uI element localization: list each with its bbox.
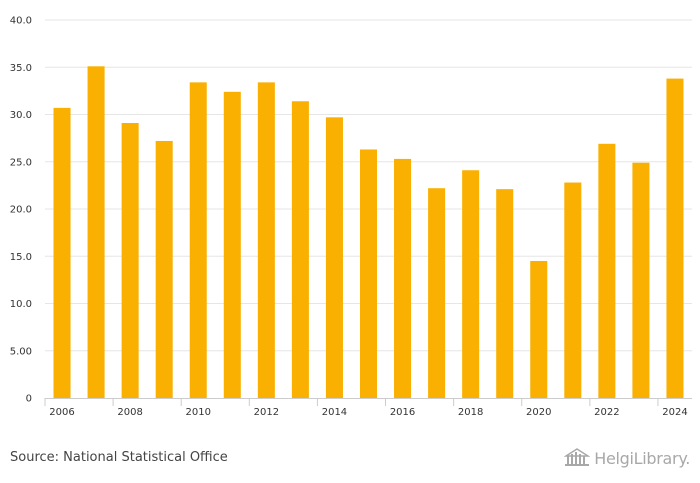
bar-2008 xyxy=(121,123,139,398)
x-tick-label: 2020 xyxy=(526,407,551,418)
bar-2010 xyxy=(189,82,207,399)
x-tick-label: 2022 xyxy=(594,407,619,418)
x-axis: 2006 2008 2010 2012 2014 2016 2018 2020 2022 2024 xyxy=(44,398,692,418)
x-tick-label: 2018 xyxy=(458,407,483,418)
bar-2007 xyxy=(87,66,105,399)
y-tick-label: 20.0 xyxy=(10,205,32,216)
bar-2012 xyxy=(257,82,275,399)
bar-2016 xyxy=(394,158,412,398)
bar-2020 xyxy=(530,260,548,398)
bar-2021 xyxy=(564,182,582,398)
y-tick-label: 10.0 xyxy=(10,299,32,310)
y-tick-label: 40.0 xyxy=(10,16,32,27)
library-building-icon xyxy=(564,448,591,466)
bar-2015 xyxy=(359,149,378,398)
bar-2006 xyxy=(53,107,71,398)
bar-2023 xyxy=(632,162,650,398)
y-tick-label: 25.0 xyxy=(10,157,32,168)
bar-2022 xyxy=(598,143,616,398)
y-axis: 0 5.00 10.0 15.0 20.0 25.0 30.0 35.0 40.0 xyxy=(10,16,32,405)
bar-2019 xyxy=(496,189,514,398)
bar-2017 xyxy=(428,188,446,398)
logo-text: HelgiLibrary. xyxy=(594,448,690,468)
x-tick-label: 2012 xyxy=(254,407,279,418)
y-tick-label: 30.0 xyxy=(10,110,32,121)
bar-2011 xyxy=(223,91,241,398)
x-tick-label: 2014 xyxy=(322,407,347,418)
x-tick-label: 2008 xyxy=(117,407,142,418)
y-tick-label: 35.0 xyxy=(10,63,32,74)
bar-2014 xyxy=(325,117,343,399)
y-tick-label: 0 xyxy=(26,394,32,405)
source-note: Source: National Statistical Office xyxy=(10,450,228,465)
bar-2024 xyxy=(666,78,684,398)
y-tick-label: 5.00 xyxy=(10,346,32,357)
bar-2013 xyxy=(291,101,309,399)
y-tick-label: 15.0 xyxy=(10,252,32,263)
x-tick-label: 2016 xyxy=(390,407,415,418)
x-tick-label: 2006 xyxy=(49,407,74,418)
helgilibrary-logo: HelgiLibrary. xyxy=(564,448,690,468)
x-tick-label: 2010 xyxy=(186,407,211,418)
x-tick-label: 2024 xyxy=(662,407,687,418)
bar-2009 xyxy=(155,140,173,398)
bars xyxy=(53,66,684,399)
bar-2018 xyxy=(462,170,480,398)
